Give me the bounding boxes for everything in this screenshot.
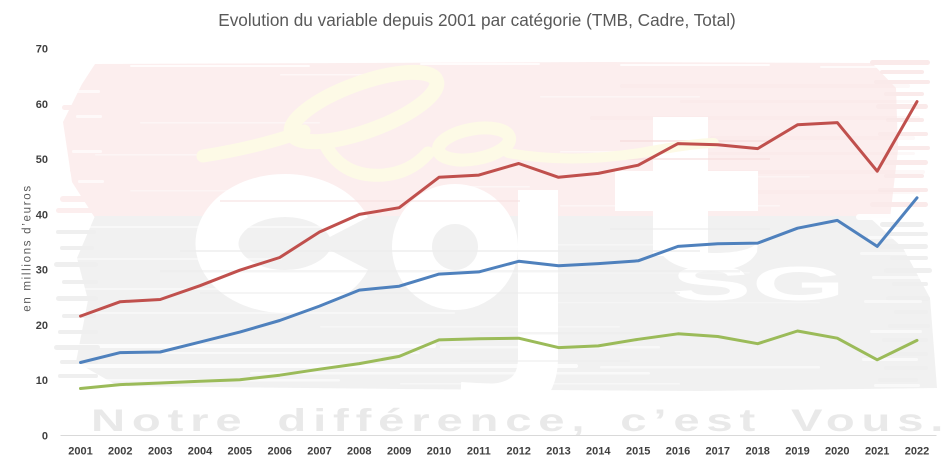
svg-text:2020: 2020 (825, 446, 849, 458)
svg-text:2006: 2006 (267, 446, 291, 458)
svg-text:40: 40 (36, 209, 48, 221)
svg-text:70: 70 (36, 44, 48, 56)
svg-text:Notre différence, c’est Vous.: Notre différence, c’est Vous. (91, 403, 950, 438)
svg-text:2010: 2010 (427, 446, 451, 458)
svg-text:20: 20 (36, 320, 48, 332)
svg-text:2004: 2004 (188, 446, 213, 458)
svg-text:2007: 2007 (307, 446, 331, 458)
svg-text:2014: 2014 (586, 446, 611, 458)
svg-text:en millions d’euros: en millions d’euros (22, 184, 34, 312)
svg-text:10: 10 (36, 375, 48, 387)
svg-text:2016: 2016 (666, 446, 690, 458)
svg-text:2002: 2002 (108, 446, 132, 458)
svg-text:50: 50 (36, 154, 48, 166)
svg-text:Evolution du variable depuis 2: Evolution du variable depuis 2001 par ca… (218, 10, 736, 30)
svg-text:2005: 2005 (228, 446, 252, 458)
svg-text:2012: 2012 (506, 446, 530, 458)
svg-text:2018: 2018 (745, 446, 769, 458)
svg-text:2011: 2011 (467, 446, 491, 458)
svg-text:2022: 2022 (905, 446, 929, 458)
svg-text:30: 30 (36, 265, 48, 277)
svg-text:2019: 2019 (785, 446, 809, 458)
svg-text:2015: 2015 (626, 446, 650, 458)
svg-text:2017: 2017 (706, 446, 730, 458)
svg-text:2021: 2021 (865, 446, 889, 458)
svg-text:SG: SG (671, 257, 846, 311)
svg-text:0: 0 (42, 431, 48, 443)
svg-text:2003: 2003 (148, 446, 172, 458)
svg-text:2008: 2008 (347, 446, 371, 458)
svg-text:2001: 2001 (68, 446, 92, 458)
svg-text:2009: 2009 (387, 446, 411, 458)
svg-text:60: 60 (36, 99, 48, 111)
svg-text:2013: 2013 (546, 446, 570, 458)
